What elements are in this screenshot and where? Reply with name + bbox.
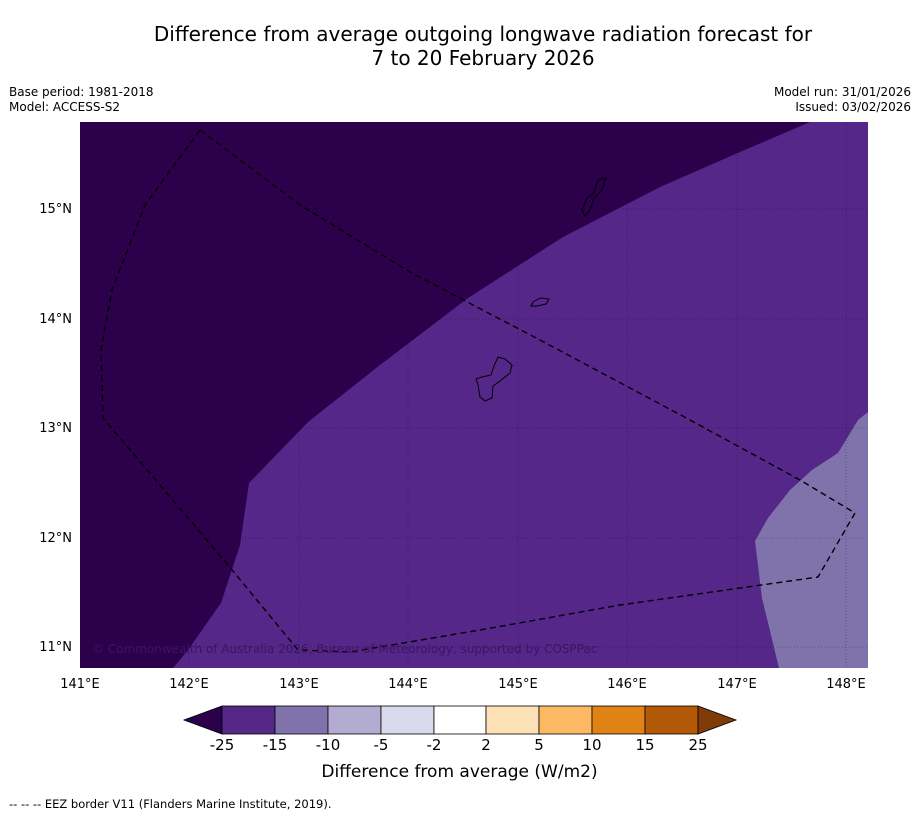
lat-label: 14°N — [39, 312, 72, 327]
colorbar-segment — [485, 705, 540, 735]
colorbar-segment — [380, 705, 435, 735]
gridlines — [80, 122, 868, 668]
island-rota — [530, 297, 550, 307]
lon-label: 145°E — [498, 677, 538, 692]
colorbar-segment — [433, 705, 487, 735]
colorbar-segment — [644, 705, 699, 735]
lon-label: 147°E — [717, 677, 757, 692]
colorbar-tick: -5 — [373, 736, 389, 754]
meta-right: Model run: 31/01/2026 Issued: 03/02/2026 — [774, 85, 911, 115]
lon-labels: 141°E 142°E 143°E 144°E 145°E 146°E 147°… — [60, 677, 866, 692]
colorbar-segment — [274, 705, 329, 735]
colorbar-extend-high — [697, 705, 738, 735]
model-name: Model: ACCESS-S2 — [9, 100, 121, 114]
eez-border — [100, 129, 856, 653]
colorbar-segment — [327, 705, 382, 735]
lon-label: 146°E — [607, 677, 647, 692]
colorbar-tick: -25 — [209, 736, 235, 754]
colorbar-segment — [221, 705, 276, 735]
colorbar-segment — [538, 705, 593, 735]
colorbar-tick: -2 — [426, 736, 442, 754]
issued-date: Issued: 03/02/2026 — [795, 100, 911, 114]
copyright-text: © Commonwealth of Australia 2026, Bureau… — [92, 642, 597, 656]
map-area: © Commonwealth of Australia 2026, Bureau… — [80, 122, 868, 668]
lat-label: 13°N — [39, 421, 72, 436]
title-line-1: Difference from average outgoing longwav… — [153, 22, 813, 46]
island-saipan — [581, 177, 607, 217]
lon-label: 148°E — [826, 677, 866, 692]
colorbar-tick: 10 — [582, 736, 602, 754]
island-guam — [475, 356, 513, 402]
base-period: Base period: 1981-2018 — [9, 85, 154, 99]
colorbar-tick: 5 — [534, 736, 544, 754]
chart-title: Difference from average outgoing longwav… — [40, 22, 919, 70]
colorbar-tick: -10 — [315, 736, 341, 754]
colorbar-segment — [591, 705, 646, 735]
lon-label: 143°E — [279, 677, 319, 692]
colorbar-tick: 15 — [635, 736, 655, 754]
title-line-2: 7 to 20 February 2026 — [371, 46, 595, 70]
lon-label: 144°E — [388, 677, 428, 692]
region-minus25-minus15 — [173, 122, 868, 668]
region-minus15-minus10 — [755, 412, 868, 668]
meta-left: Base period: 1981-2018 Model: ACCESS-S2 — [9, 85, 154, 115]
lat-labels: 15°N 14°N 13°N 12°N 11°N — [39, 202, 72, 655]
model-run: Model run: 31/01/2026 — [773, 85, 911, 99]
lat-label: 12°N — [39, 531, 72, 546]
colorbar-tick: 2 — [481, 736, 491, 754]
colorbar — [182, 705, 738, 735]
colorbar-title: Difference from average (W/m2) — [321, 762, 598, 782]
eez-legend-footer: -- -- -- EEZ border V11 (Flanders Marine… — [9, 797, 332, 811]
lon-label: 141°E — [60, 677, 100, 692]
lon-label: 142°E — [169, 677, 209, 692]
colorbar-tick: -15 — [262, 736, 288, 754]
lat-label: 11°N — [39, 640, 72, 655]
lat-label: 15°N — [39, 202, 72, 217]
colorbar-extend-low — [182, 705, 223, 735]
colorbar-tick: 25 — [688, 736, 708, 754]
